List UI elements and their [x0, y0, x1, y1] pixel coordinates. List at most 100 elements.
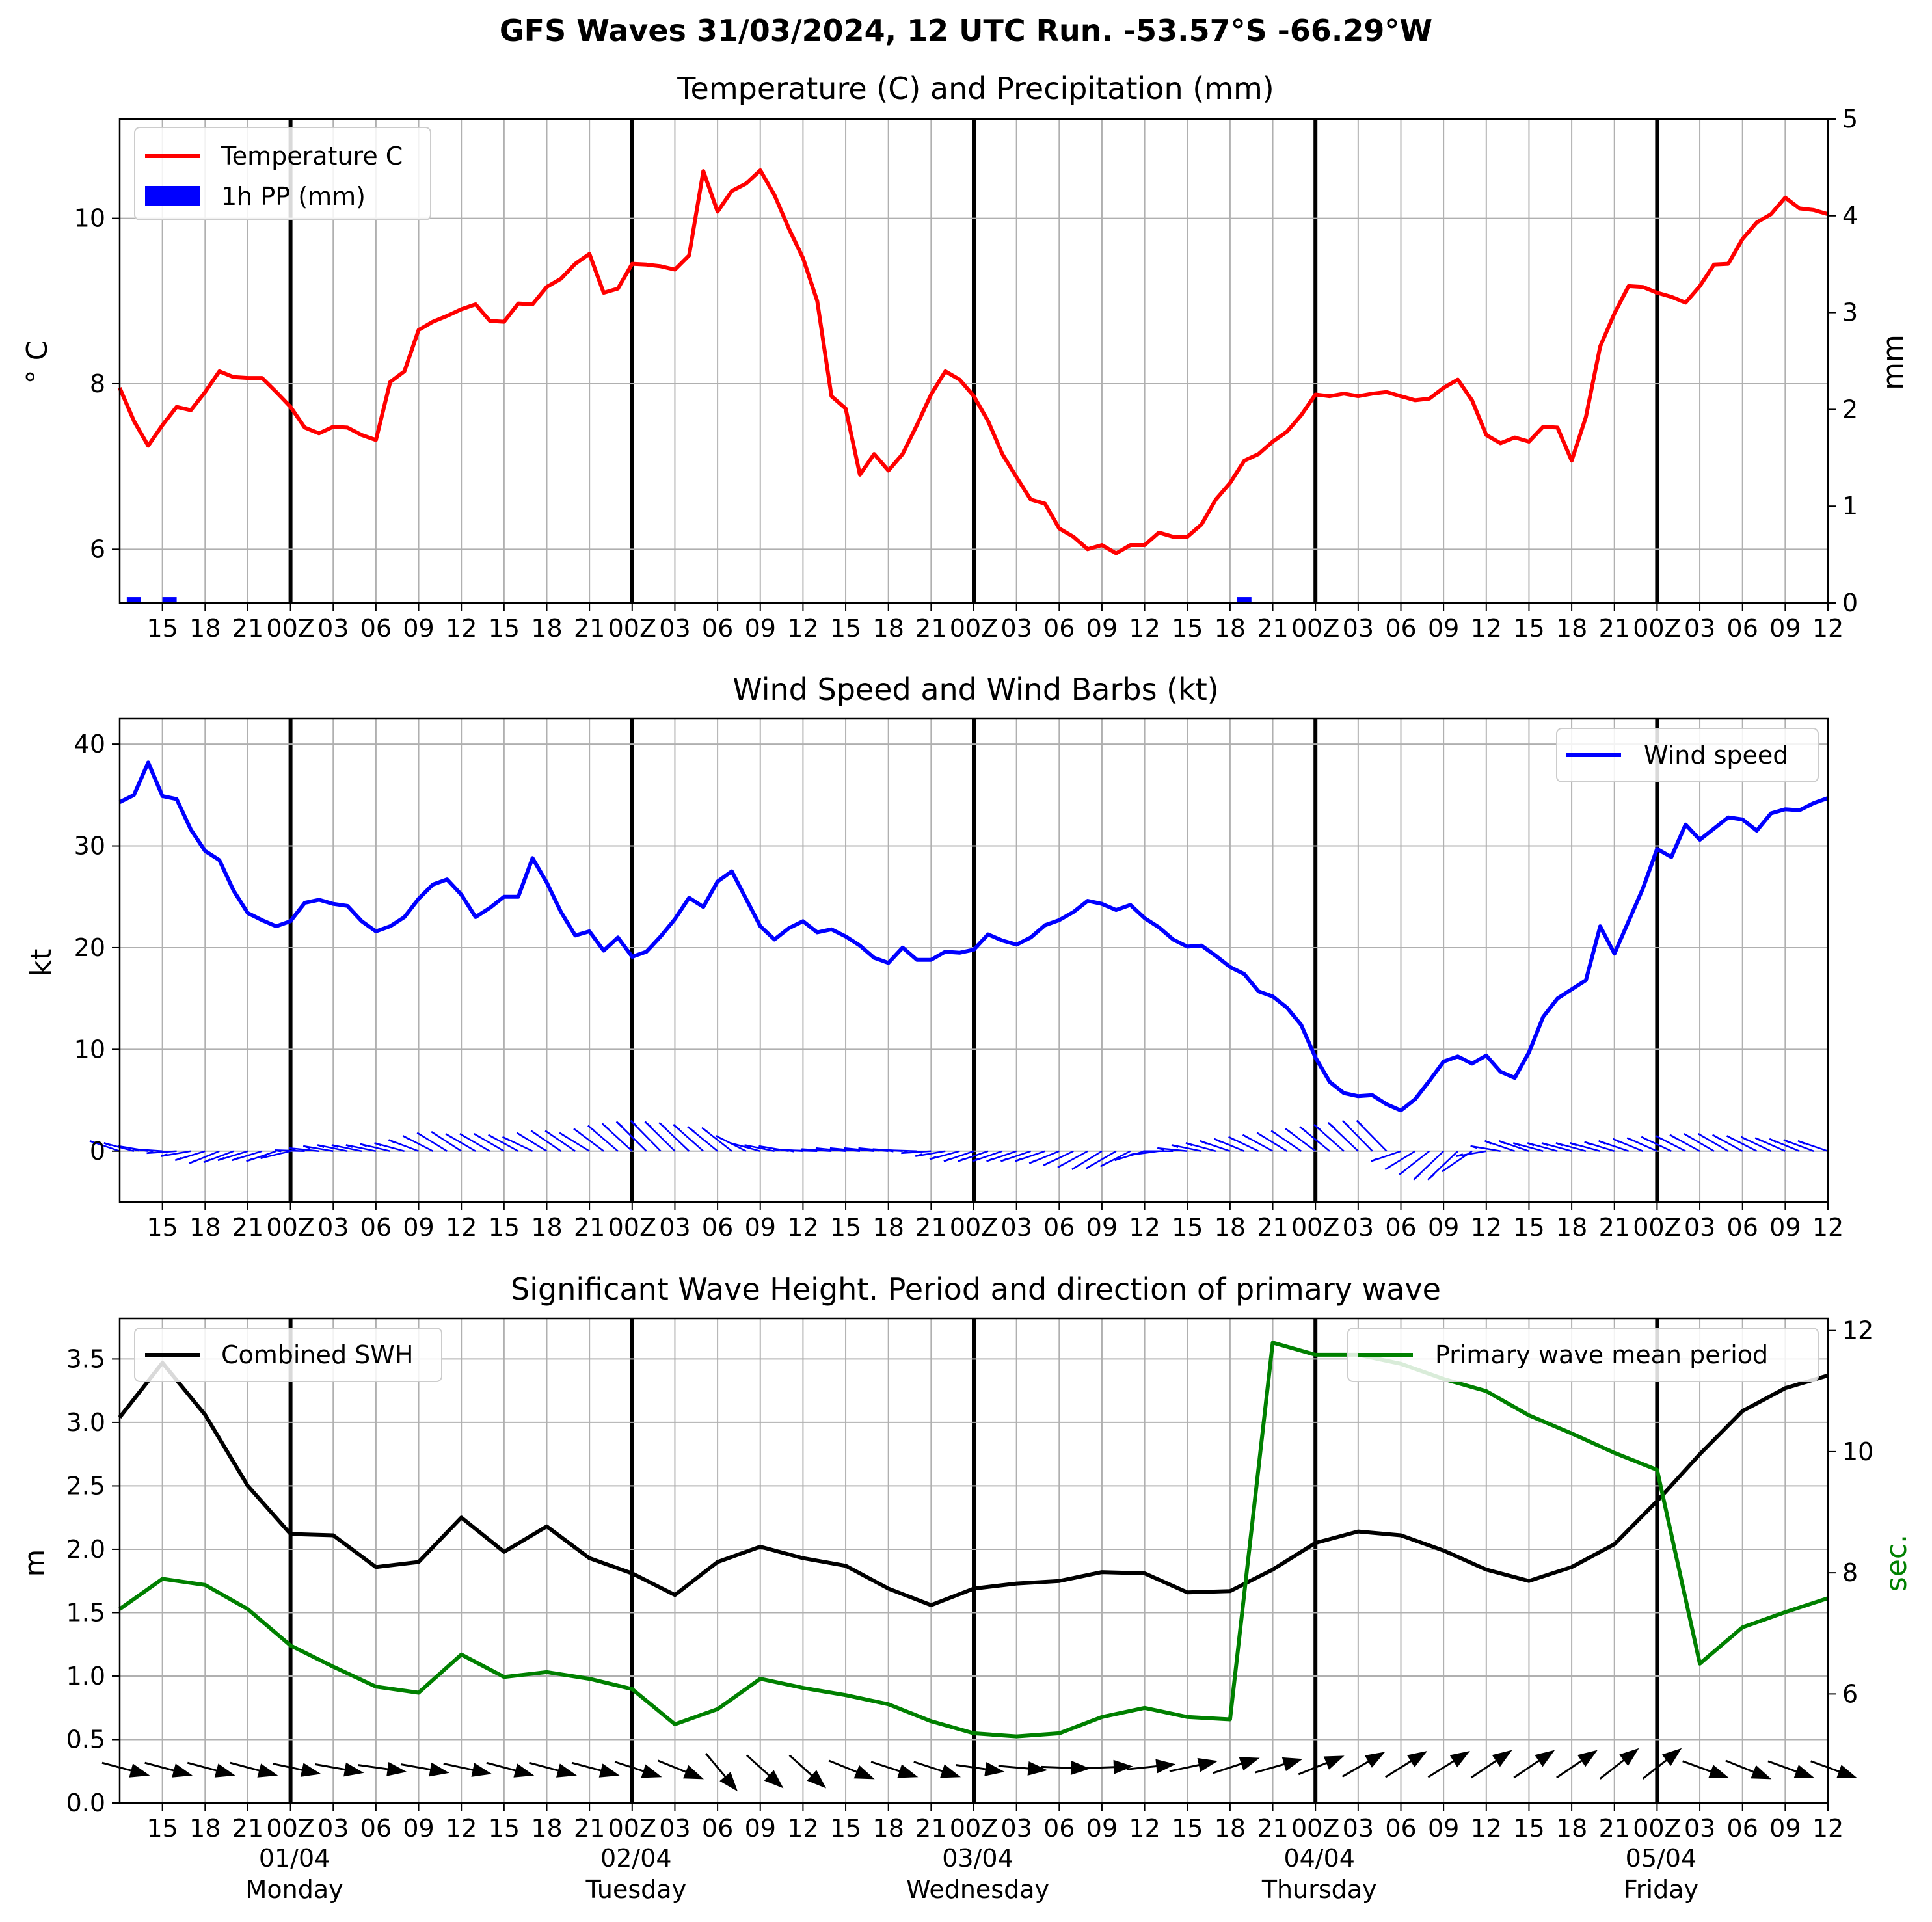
figure-title: GFS Waves 31/03/2024, 12 UTC Run. -53.57…	[500, 13, 1432, 48]
wind-barb-feather	[1498, 1140, 1506, 1145]
x-tick-label: 18	[1214, 1814, 1246, 1843]
legend-wind-label: Wind speed	[1644, 741, 1788, 769]
wind-barb-feather	[530, 1130, 539, 1136]
wind-barb-feather	[858, 1147, 866, 1151]
wind-legend-box	[1556, 728, 1819, 782]
legend-precipitation-label: 1h PP (mm)	[221, 182, 366, 211]
x-tick-label: 12	[787, 614, 818, 643]
wind-speed-line	[118, 760, 1829, 1113]
x-tick-label: 03	[1343, 614, 1374, 643]
x-tick-label: 21	[915, 1814, 946, 1843]
x-tick-label: 09	[403, 1213, 434, 1242]
x-tick-label: 12	[1129, 614, 1160, 643]
wind-barb-feather	[1570, 1142, 1577, 1147]
wind-barb-feather	[1100, 1162, 1108, 1168]
wind-barb-feather	[1626, 1137, 1634, 1142]
wind-barb-feather	[1584, 1141, 1592, 1145]
x-tick-label: 00Z	[1291, 1213, 1339, 1242]
x-tick-label: 12	[1812, 1814, 1844, 1843]
x-tick-label: 21	[232, 1814, 263, 1843]
x-tick-label: 18	[1214, 1213, 1246, 1242]
wind-barb-feather	[1313, 1124, 1321, 1131]
wind-barb-feather	[1285, 1128, 1293, 1134]
x-tick-label: 15	[146, 1814, 178, 1843]
wind-barb-feather	[730, 1142, 738, 1147]
wave-panel: Significant Wave Height. Period and dire…	[18, 1272, 1913, 1904]
x-tick-label: 15	[1513, 614, 1544, 643]
wind-barb-feather	[1299, 1126, 1307, 1132]
x-tick-label: 12	[446, 1213, 477, 1242]
y2-tick-label: 8	[1842, 1558, 1858, 1587]
x-tick-label: 09	[1769, 614, 1801, 643]
wind-barb-feather	[658, 1122, 667, 1129]
x-tick-label: 18	[531, 614, 562, 643]
swh-legend-box	[134, 1328, 442, 1382]
wind-barb-feather	[559, 1132, 567, 1138]
temperature-y-axis-label: ° C	[21, 341, 54, 384]
x-tick-label: 15	[489, 1213, 520, 1242]
temperature-legend-box	[134, 127, 431, 220]
wind-barb-feather	[317, 1144, 325, 1148]
wave-direction-arrow-head	[1449, 1751, 1470, 1768]
day-date-label: 01/04	[259, 1844, 330, 1873]
wind-barb-feather	[1712, 1134, 1720, 1140]
x-tick-label: 09	[1428, 1213, 1459, 1242]
legend-precipitation-swatch	[145, 186, 200, 206]
wind-barb-feather	[1541, 1142, 1549, 1147]
wind-barb-feather	[701, 1127, 709, 1134]
wind-panel: Wind Speed and Wind Barbs (kt) 0 10 20 30 40…	[25, 672, 1844, 1242]
wave-direction-arrow-head	[807, 1770, 827, 1789]
wind-barb-feather	[758, 1145, 766, 1149]
x-tick-label: 06	[1385, 1213, 1416, 1242]
wind-barb-feather	[246, 1157, 254, 1162]
temperature-line	[118, 168, 1829, 555]
precipitation-bar	[1237, 597, 1252, 603]
day-name-label: Thursday	[1261, 1875, 1377, 1904]
wind-barb-feather	[644, 1121, 652, 1128]
wind-barb-feather	[986, 1157, 994, 1162]
x-tick-label: 21	[574, 1814, 605, 1843]
wind-barb-feather	[801, 1148, 809, 1152]
wind-barb-feather	[1442, 1166, 1449, 1173]
legend-swh-label: Combined SWH	[221, 1341, 413, 1369]
x-tick-label: 06	[360, 1814, 392, 1843]
wind-barb-feather	[1086, 1164, 1093, 1169]
wave-direction-arrow-head	[1406, 1751, 1428, 1768]
x-tick-label: 03	[1000, 1814, 1032, 1843]
x-tick-label: 12	[787, 1213, 818, 1242]
y-tick-label: 40	[74, 730, 105, 758]
wind-barb-feather	[1157, 1147, 1164, 1151]
wave-direction-arrow-head	[1364, 1752, 1386, 1768]
x-tick-label: 03	[659, 614, 690, 643]
wind-barb-feather	[1384, 1164, 1393, 1171]
wave-direction-arrow-head	[1281, 1757, 1303, 1771]
x-tick-label: 06	[1043, 614, 1075, 643]
wind-barb-feather	[815, 1147, 823, 1151]
x-tick-label: 06	[1043, 1213, 1075, 1242]
wave-direction-arrow-head	[719, 1772, 738, 1792]
wind-barb-feather	[901, 1151, 908, 1155]
x-tick-label: 03	[317, 1213, 349, 1242]
wind-barb-feather	[345, 1144, 353, 1148]
x-tick-label: 00Z	[266, 1213, 314, 1242]
y-tick-label: 0.0	[66, 1789, 105, 1817]
wind-barb-feather	[673, 1124, 681, 1131]
wind-barb-feather	[1740, 1136, 1749, 1141]
wind-barb-feather	[1413, 1173, 1421, 1181]
y-tick-label: 1.0	[66, 1662, 105, 1690]
x-tick-label: 03	[1684, 1213, 1715, 1242]
x-tick-label: 21	[574, 1213, 605, 1242]
legend-period-label: Primary wave mean period	[1435, 1341, 1768, 1369]
wind-y-axis-label: kt	[25, 949, 58, 977]
temperature-precipitation-panel: Temperature (C) and Precipitation (mm) 6…	[21, 71, 1910, 643]
x-tick-label: 00Z	[950, 614, 998, 643]
x-tick-label: 09	[745, 1814, 776, 1843]
wave-direction-arrow-head	[129, 1763, 150, 1778]
wind-grid	[120, 719, 1829, 1202]
x-tick-label: 09	[403, 614, 434, 643]
x-tick-label: 03	[1000, 1213, 1032, 1242]
period-series-line	[118, 1341, 1829, 1739]
wind-barb-feather	[331, 1144, 339, 1148]
x-tick-label: 12	[1471, 1814, 1502, 1843]
wind-barb-feather	[1242, 1134, 1250, 1140]
